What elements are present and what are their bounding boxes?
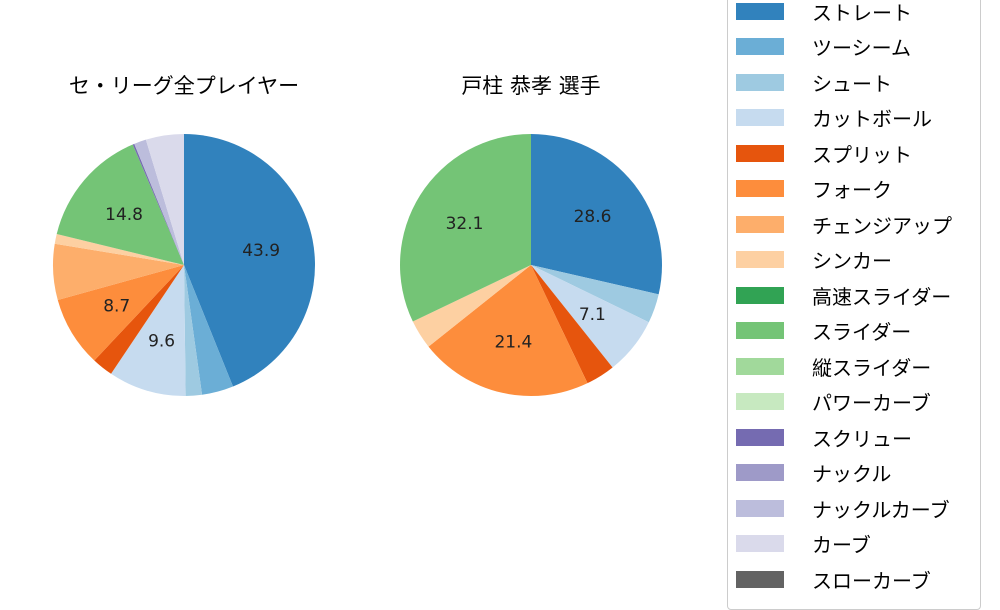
legend-swatch (736, 2, 784, 20)
legend-item: ナックル (736, 458, 891, 488)
legend-label: フォーク (812, 178, 892, 202)
pie-slice (400, 134, 531, 322)
legend-label: カットボール (812, 107, 932, 131)
legend-label: ストレート (812, 0, 912, 25)
legend-item: 高速スライダー (736, 280, 951, 310)
legend-label: 高速スライダー (812, 284, 952, 309)
legend-item: ストレート (736, 0, 912, 26)
pie-slice (531, 265, 613, 384)
pie-player: 28.6 7.1 21.4 32.1 (400, 134, 662, 396)
slice-label: 7.1 (579, 305, 606, 325)
legend-swatch (736, 570, 784, 588)
legend-item: スクリュー (736, 422, 912, 452)
legend-swatch (736, 73, 784, 91)
pie-slice (184, 265, 233, 395)
legend-swatch (736, 393, 784, 410)
legend-label: ナックルカーブ (812, 497, 950, 522)
pie-slice (145, 134, 184, 265)
slice-label: 9.6 (148, 331, 175, 351)
pie-slice (531, 265, 649, 368)
legend-item: チェンジアップ (736, 209, 952, 239)
pie-slice (52, 243, 184, 300)
legend-item: パワーカーブ (736, 387, 931, 417)
legend-label: ツーシーム (812, 36, 911, 60)
legend-swatch (736, 38, 784, 55)
legend: ストレートツーシームシュートカットボール スプリットフォークチェンジアップ シンカー… (727, 0, 981, 610)
legend-item: シュート (736, 67, 892, 97)
pie-slice (531, 265, 659, 323)
legend-label: スライダー (812, 320, 912, 344)
pie-slice (184, 265, 203, 396)
pie-slice (56, 144, 184, 265)
legend-swatch (736, 357, 784, 375)
legend-label: スクリュー (812, 426, 912, 451)
legend-item: ツーシーム (736, 32, 911, 62)
legend-swatch (736, 180, 784, 197)
legend-label: スプリット (812, 142, 912, 167)
pie-slice (94, 265, 184, 374)
slice-label: 8.7 (103, 297, 130, 317)
pie-slice (57, 265, 184, 361)
pie-slice (132, 143, 184, 265)
legend-label: チェンジアップ (812, 213, 952, 238)
legend-item: カーブ (736, 529, 871, 559)
legend-item: シンカー (736, 245, 892, 275)
legend-label: パワーカーブ (812, 391, 931, 415)
legend-label: 縦スライダー (812, 355, 932, 380)
legend-swatch (736, 144, 784, 162)
pie-slice (184, 134, 315, 387)
legend-swatch (736, 535, 784, 552)
legend-item: カットボール (736, 103, 932, 133)
pie-slice (428, 265, 588, 396)
slice-label: 14.8 (105, 205, 143, 225)
legend-swatch (736, 286, 784, 304)
chart-title-league: セ・リーグ全プレイヤー (68, 74, 300, 98)
pie-slice (412, 265, 531, 347)
pie-league: 43.9 9.6 8.7 14.8 (52, 134, 315, 396)
slice-label: 28.6 (574, 207, 612, 227)
legend-label: シンカー (812, 249, 892, 273)
legend-label: シュート (812, 71, 892, 96)
legend-swatch (736, 428, 784, 446)
pie-slice (111, 265, 186, 396)
pie-slice (134, 139, 184, 265)
legend-item: スライダー (736, 316, 911, 346)
legend-label: ナックル (812, 462, 892, 486)
legend-swatch (736, 322, 784, 339)
legend-swatch (736, 464, 784, 481)
legend-item: スプリット (736, 138, 912, 168)
slice-label: 32.1 (446, 214, 484, 234)
legend-swatch (736, 251, 784, 268)
legend-swatch (736, 109, 784, 126)
pie-slice (531, 134, 662, 295)
slice-label: 43.9 (242, 241, 280, 261)
legend-label: スローカーブ (812, 568, 931, 593)
legend-item: ナックルカーブ (736, 493, 950, 523)
legend-item: 縦スライダー (736, 351, 931, 381)
legend-item: フォーク (736, 174, 892, 204)
legend-swatch (736, 499, 784, 517)
legend-label: カーブ (812, 533, 871, 557)
legend-swatch (736, 215, 784, 233)
slice-label: 21.4 (494, 333, 532, 353)
pie-slice (54, 234, 184, 265)
legend-item: スローカーブ (736, 564, 931, 594)
chart-title-player: 戸柱 恭孝 選手 (461, 74, 601, 98)
